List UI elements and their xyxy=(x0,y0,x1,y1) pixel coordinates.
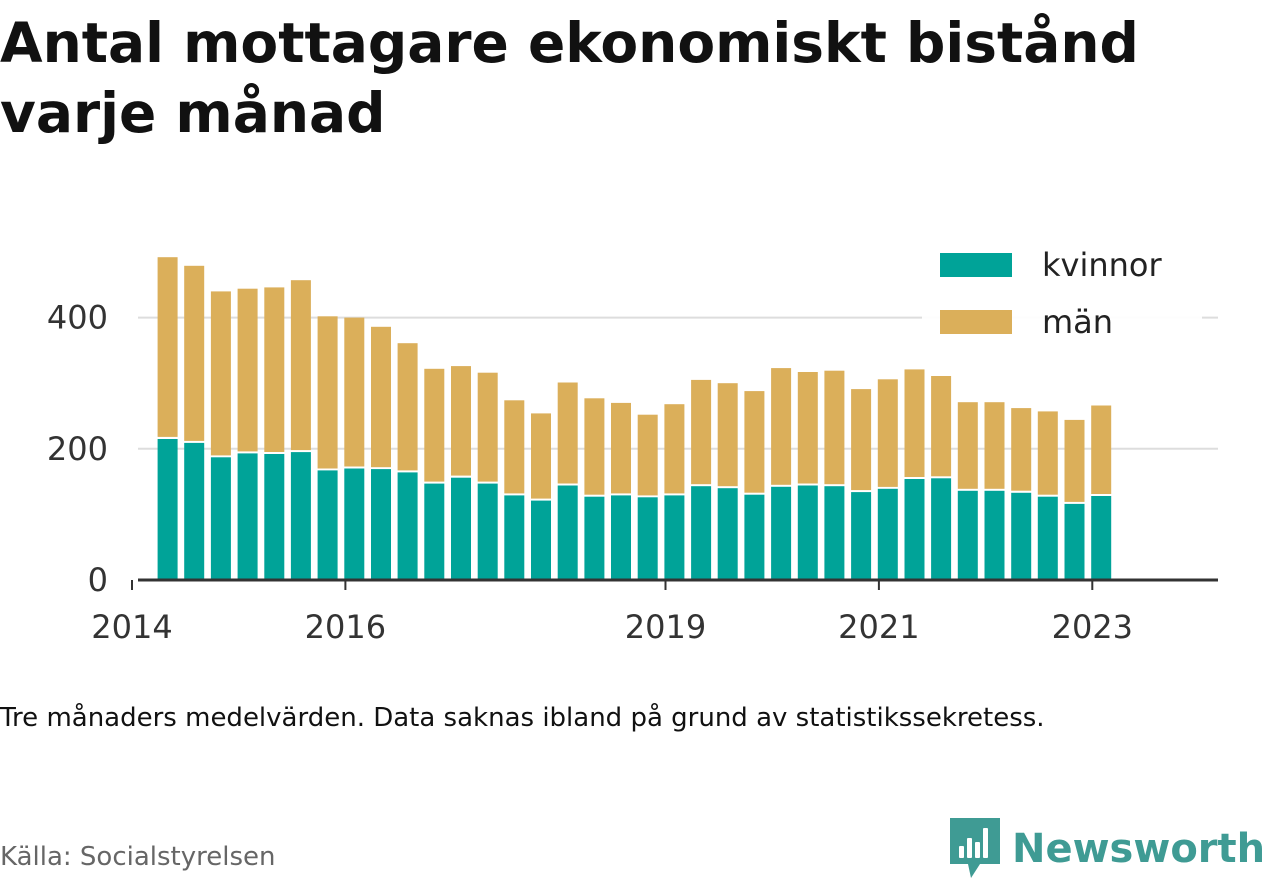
bar-man-2020-08 xyxy=(824,370,845,485)
bar-kvinnor-2020-05 xyxy=(797,485,818,580)
bar-kvinnor-2022-05 xyxy=(1011,492,1032,580)
bar-man-2014-05 xyxy=(157,257,178,437)
bar-kvinnor-2014-08 xyxy=(184,442,205,580)
bar-man-2015-08 xyxy=(290,280,311,451)
bar-man-2018-11 xyxy=(637,414,658,496)
bar-kvinnor-2015-02 xyxy=(237,453,258,580)
bar-kvinnor-2016-11 xyxy=(424,483,445,580)
bar-man-2020-05 xyxy=(797,372,818,484)
bar-man-2017-05 xyxy=(477,372,498,482)
bar-kvinnor-2017-02 xyxy=(451,477,471,580)
y-axis-ticks: 0 200 400 xyxy=(47,299,108,599)
bar-kvinnor-2018-11 xyxy=(637,497,658,580)
bar-man-2020-02 xyxy=(771,368,792,485)
bar-kvinnor-2020-08 xyxy=(824,486,845,580)
bar-man-2018-05 xyxy=(584,398,605,495)
bar-kvinnor-2023-02 xyxy=(1091,496,1112,580)
y-tick-label: 400 xyxy=(47,299,108,337)
bar-man-2014-08 xyxy=(184,265,205,441)
bar-man-2022-11 xyxy=(1064,419,1085,502)
bar-kvinnor-2016-08 xyxy=(397,472,418,580)
legend-label: kvinnor xyxy=(1042,246,1163,284)
newsworthy-logo-icon xyxy=(950,818,1000,878)
legend-label: män xyxy=(1042,303,1113,341)
bar-man-2015-11 xyxy=(317,316,338,469)
bar-man-2022-08 xyxy=(1037,411,1058,495)
bar-kvinnor-2022-02 xyxy=(984,490,1005,580)
bar-kvinnor-2017-05 xyxy=(477,483,498,580)
brand-logo[interactable]: Newsworthy xyxy=(950,818,1262,880)
bar-kvinnor-2019-11 xyxy=(744,494,765,580)
bar-man-2016-05 xyxy=(371,326,391,468)
brand-name: Newsworthy xyxy=(1012,826,1262,872)
bar-kvinnor-2021-05 xyxy=(904,479,925,580)
bar-kvinnor-2022-08 xyxy=(1037,496,1058,580)
bar-man-2019-05 xyxy=(691,379,712,485)
legend: kvinnor män xyxy=(940,246,1163,341)
bar-kvinnor-2021-08 xyxy=(931,478,952,580)
bar-kvinnor-2019-08 xyxy=(717,488,738,580)
bar-kvinnor-2021-02 xyxy=(877,488,898,580)
bar-man-2021-02 xyxy=(877,379,898,487)
bar-kvinnor-2015-11 xyxy=(317,470,338,580)
bar-man-2021-08 xyxy=(931,376,952,477)
bar-kvinnor-2016-05 xyxy=(371,469,391,580)
bar-man-2016-11 xyxy=(424,368,445,482)
bar-man-2015-05 xyxy=(264,287,285,452)
bar-man-2022-02 xyxy=(984,402,1005,489)
x-tick-label: 2019 xyxy=(625,608,706,646)
bar-kvinnor-2014-05 xyxy=(157,439,178,580)
bar-man-2022-05 xyxy=(1011,408,1032,491)
bar-man-2021-11 xyxy=(957,402,978,489)
bar-man-2023-02 xyxy=(1091,405,1112,494)
bar-kvinnor-2019-02 xyxy=(664,495,685,580)
stacked-bar-chart: 0 200 400 2014 2016 2019 2021 2023 kvinnor män xyxy=(46,246,1218,646)
bar-man-2018-02 xyxy=(557,382,578,484)
bar-kvinnor-2015-05 xyxy=(264,454,285,580)
bar-man-2017-11 xyxy=(531,413,551,499)
bar-kvinnor-2014-11 xyxy=(210,457,231,580)
bar-man-2019-08 xyxy=(717,383,738,487)
source-label: Källa: Socialstyrelsen xyxy=(0,842,276,872)
chart-note: Tre månaders medelvärden. Data saknas ib… xyxy=(0,703,1045,733)
bars xyxy=(157,257,1112,580)
bar-kvinnor-2022-11 xyxy=(1064,503,1085,580)
bar-kvinnor-2020-02 xyxy=(771,486,792,580)
x-tick-label: 2016 xyxy=(305,608,386,646)
bar-kvinnor-2016-02 xyxy=(344,468,365,580)
x-tick-label: 2014 xyxy=(91,608,172,646)
bar-man-2017-02 xyxy=(451,366,471,476)
bar-man-2014-11 xyxy=(210,291,231,456)
bar-man-2019-02 xyxy=(664,404,685,494)
bar-kvinnor-2019-05 xyxy=(691,486,712,580)
bar-man-2016-08 xyxy=(397,343,418,471)
bar-kvinnor-2017-11 xyxy=(531,500,551,580)
x-axis-ticks: 2014 2016 2019 2021 2023 xyxy=(91,580,1133,646)
bar-kvinnor-2021-11 xyxy=(957,490,978,580)
bar-man-2019-11 xyxy=(744,391,765,493)
bar-man-2018-08 xyxy=(611,402,631,494)
legend-swatch-kvinnor xyxy=(940,253,1012,277)
x-tick-label: 2021 xyxy=(838,608,919,646)
bar-kvinnor-2015-08 xyxy=(290,452,311,580)
bar-kvinnor-2018-08 xyxy=(611,495,631,580)
bar-man-2015-02 xyxy=(237,288,258,452)
bar-kvinnor-2017-08 xyxy=(504,495,525,580)
bar-kvinnor-2018-05 xyxy=(584,496,605,580)
x-tick-label: 2023 xyxy=(1052,608,1133,646)
legend-swatch-man xyxy=(940,310,1012,334)
bar-man-2021-05 xyxy=(904,369,925,477)
y-tick-label: 0 xyxy=(88,561,108,599)
bar-kvinnor-2020-11 xyxy=(851,492,872,580)
y-tick-label: 200 xyxy=(47,430,108,468)
bar-man-2020-11 xyxy=(851,389,872,491)
bar-man-2016-02 xyxy=(344,317,365,467)
bar-kvinnor-2018-02 xyxy=(557,485,578,580)
chart-title: Antal mottagare ekonomiskt bistånd varje… xyxy=(0,11,1139,145)
bar-man-2017-08 xyxy=(504,400,525,494)
